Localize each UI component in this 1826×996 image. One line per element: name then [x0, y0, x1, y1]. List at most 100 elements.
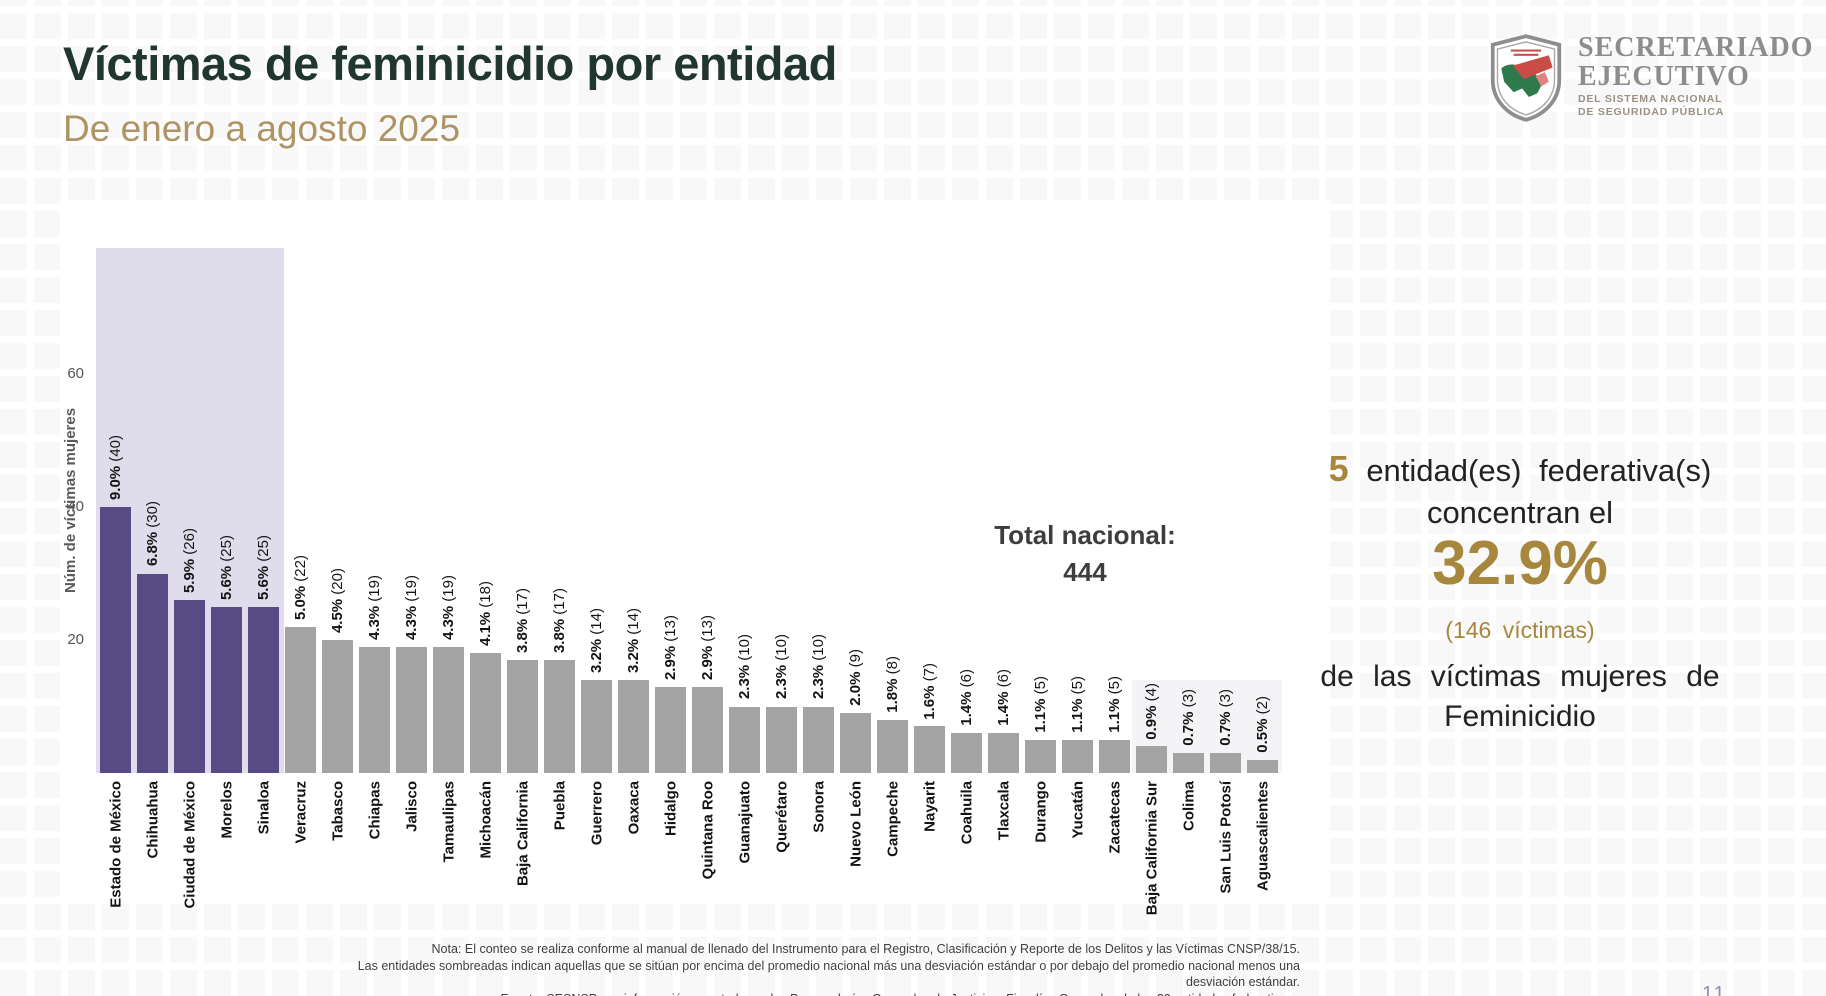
bar-value-label: 6.8% (30): [144, 501, 161, 567]
bar-column: 1.4% (6) Coahuila: [951, 240, 982, 844]
logo-text: SECRETARIADO EJECUTIVO DEL SISTEMA NACIO…: [1578, 33, 1814, 119]
x-axis-state-label: Coahuila: [958, 781, 975, 845]
bar-column: 1.6% (7) Nayarit: [914, 240, 945, 832]
bar: [1247, 759, 1278, 773]
x-axis-state-label: Morelos: [218, 781, 235, 839]
bar-column: 1.8% (8) Campeche: [877, 240, 908, 857]
bar-value-label: 4.3% (19): [403, 574, 420, 640]
x-axis-state-label: Chihuahua: [144, 781, 161, 859]
total-label: Total nacional:: [994, 520, 1176, 550]
bar-value-label: 4.5% (20): [329, 567, 346, 633]
logo-org-name-line2: EJECUTIVO: [1578, 60, 1750, 92]
bar-value-label: 3.2% (14): [625, 607, 642, 673]
x-axis-state-label: Zacatecas: [1106, 781, 1123, 854]
bar-value-label: 0.7% (3): [1180, 689, 1197, 747]
mexico-shield-icon: [1488, 34, 1564, 127]
bar: [1099, 739, 1130, 773]
x-axis-state-label: Puebla: [551, 781, 568, 831]
x-axis-state-label: Tamaulipas: [440, 781, 457, 863]
bar: [1210, 753, 1241, 773]
x-axis-state-label: Veracruz: [292, 781, 309, 844]
bar-column: 2.3% (10) Querétaro: [766, 240, 797, 853]
bar-value-label: 1.1% (5): [1106, 676, 1123, 733]
bar-column: 4.5% (20) Tabasco: [322, 240, 353, 841]
bar: [1136, 746, 1167, 773]
x-axis-state-label: Sonora: [810, 781, 827, 833]
bar-value-label: 4.1% (18): [477, 581, 494, 647]
bar-value-label: 5.0% (22): [292, 554, 309, 620]
stat-entity-count: 5: [1328, 448, 1349, 489]
bar: [322, 640, 353, 773]
x-axis-state-label: Michoacán: [477, 781, 494, 859]
summary-stat-panel: 5 entidad(es) federativa(s) concentran e…: [1225, 448, 1815, 734]
bar: [433, 646, 464, 773]
bar-column: 4.3% (19) Chiapas: [359, 240, 390, 839]
bar: [877, 719, 908, 773]
bar-column: 4.1% (18) Michoacán: [470, 240, 501, 859]
bar-value-label: 1.1% (5): [1032, 676, 1049, 733]
bar-column: 9.0% (40) Estado de México: [100, 240, 131, 908]
stat-line-victims-text: de las víctimas mujeres de: [1320, 660, 1720, 693]
bar: [470, 653, 501, 773]
bar-column: 0.9% (4) Baja California Sur: [1136, 240, 1167, 915]
bar-column: 6.8% (30) Chihuahua: [137, 240, 168, 859]
bar: [581, 679, 612, 773]
x-axis-state-label: Durango: [1032, 781, 1049, 843]
bar-column: 3.8% (17) Puebla: [544, 240, 575, 830]
x-axis-state-label: Guerrero: [588, 781, 605, 846]
bar-column: 5.6% (25) Sinaloa: [248, 240, 279, 834]
bar: [914, 726, 945, 773]
bar-column: 4.3% (19) Jalisco: [396, 240, 427, 832]
bar: [211, 606, 242, 773]
stat-line-feminicidio: Feminicidio: [1444, 700, 1596, 733]
bar: [1173, 753, 1204, 773]
bar-value-label: 2.3% (10): [773, 634, 790, 700]
bar-column: 1.1% (5) Zacatecas: [1099, 240, 1130, 854]
footer-note-line: Fuente: SESNSP con información reportada…: [300, 991, 1300, 996]
footer-note-line: Nota: El conteo se realiza conforme al m…: [431, 942, 1300, 956]
bar: [803, 706, 834, 773]
x-axis-state-label: Aguascalientes: [1254, 781, 1271, 892]
bar: [729, 706, 760, 773]
bar: [174, 600, 205, 773]
x-axis-state-label: Querétaro: [773, 781, 790, 853]
bar-value-label: 2.9% (13): [699, 614, 716, 680]
y-axis-tick-label: 60: [67, 365, 84, 382]
bar-value-label: 5.9% (26): [181, 528, 198, 594]
bar-value-label: 1.6% (7): [921, 662, 938, 720]
stat-line-entities: 5 entidad(es) federativa(s): [1328, 448, 1712, 489]
stat-line-concentrate: concentran el: [1426, 495, 1614, 530]
bar-column: 0.7% (3) San Luis Potosí: [1210, 240, 1241, 894]
x-axis-state-label: San Luis Potosí: [1217, 781, 1234, 894]
x-axis-state-label: Ciudad de México: [181, 781, 198, 909]
y-axis-tick-label: 40: [67, 498, 84, 515]
bar-value-label: 4.3% (19): [440, 574, 457, 640]
bar: [766, 706, 797, 773]
x-axis-state-label: Chiapas: [366, 781, 383, 840]
x-axis-state-label: Jalisco: [403, 781, 420, 832]
bar: [655, 686, 686, 773]
bar-value-label: 0.9% (4): [1143, 682, 1160, 740]
bar-column: 2.3% (10) Guanajuato: [729, 240, 760, 864]
bar: [618, 679, 649, 773]
bar-column: 5.0% (22) Veracruz: [285, 240, 316, 844]
bar: [248, 606, 279, 773]
page-title: Víctimas de feminicidio por entidad: [63, 37, 837, 90]
bar: [692, 686, 723, 773]
logo-org-subline: DEL SISTEMA NACIONAL DE SEGURIDAD PÚBLIC…: [1578, 93, 1725, 119]
bar-column: 0.5% (2) Aguascalientes: [1247, 240, 1278, 891]
bar-column: 3.8% (17) Baja California: [507, 240, 538, 886]
bar-value-label: 5.6% (25): [218, 534, 235, 600]
bar-column: 2.9% (13) Hidalgo: [655, 240, 686, 836]
bar: [100, 507, 131, 773]
y-axis-tick-label: 20: [67, 631, 84, 648]
stat-big-percentage: 32.9%: [1432, 529, 1608, 598]
bar: [1062, 739, 1093, 773]
x-axis-state-label: Hidalgo: [662, 781, 679, 836]
bar-column: 1.1% (5) Durango: [1025, 240, 1056, 843]
footer-notes: Nota: El conteo se realiza conforme al m…: [300, 941, 1300, 996]
x-axis-state-label: Baja California: [514, 781, 531, 887]
x-axis-state-label: Sinaloa: [255, 781, 272, 835]
bar-value-label: 1.4% (6): [958, 669, 975, 727]
